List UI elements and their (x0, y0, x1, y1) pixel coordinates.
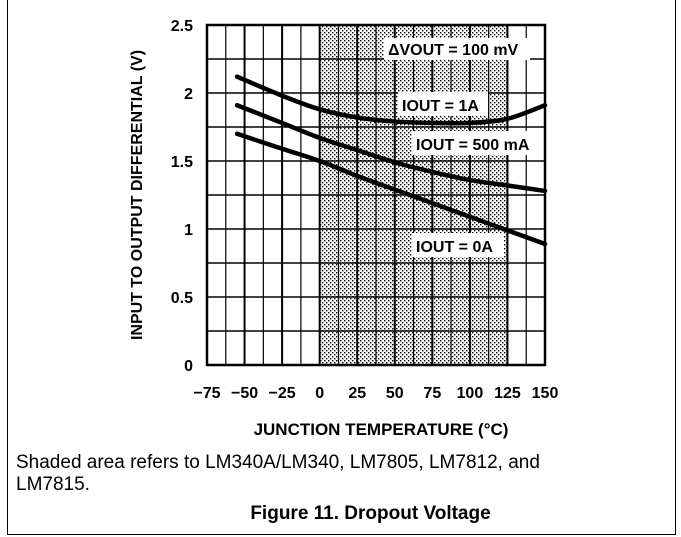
annotation-delta-vout: ΔVOUT = 100 mV (388, 42, 519, 59)
y-tick-label: 1 (184, 222, 193, 239)
y-tick-label: 1.5 (171, 154, 193, 171)
x-tick-label: −75 (193, 385, 220, 402)
series-label-1a: IOUT = 1A (402, 98, 479, 115)
figure-frame (7, 0, 676, 535)
y-axis-label: INPUT TO OUTPUT DIFFERENTIAL (V) (129, 50, 146, 340)
series-line-2 (234, 102, 548, 194)
caption: Shaded area refers to LM340A/LM340, LM78… (16, 452, 540, 495)
series-label-1a-bg (398, 92, 488, 116)
series-line-3 (234, 131, 548, 247)
y-tick-label: 2 (184, 86, 193, 103)
x-tick-label: −50 (231, 385, 258, 402)
y-tick-label: 0.5 (171, 290, 193, 307)
x-tick-label: 75 (423, 385, 441, 402)
series-label-0a: IOUT = 0A (416, 239, 493, 256)
plot-border (205, 23, 547, 367)
x-tick-label: 150 (532, 385, 559, 402)
annotation-delta-vout-bg (384, 38, 530, 60)
dropout-voltage-chart: ΔVOUT = 100 mV IOUT = 1A IOUT = 500 mA IOUT… (129, 18, 559, 439)
series-line-1 (234, 74, 548, 126)
figure-title: Figure 11. Dropout Voltage (250, 503, 491, 524)
x-tick-label: 125 (494, 385, 521, 402)
x-tick-label: 25 (348, 385, 366, 402)
y-tick-label: 0 (184, 358, 193, 375)
x-tick-label: 0 (315, 385, 324, 402)
x-tick-label: 50 (386, 385, 404, 402)
x-axis-label: JUNCTION TEMPERATURE (°C) (254, 420, 509, 439)
x-tick-label: −25 (269, 385, 296, 402)
series-label-0a-bg (412, 233, 504, 257)
x-tick-label: 100 (457, 385, 484, 402)
y-tick-label: 2.5 (171, 18, 193, 35)
chart-svg: ΔVOUT = 100 mV IOUT = 1A IOUT = 500 mA IOUT… (129, 18, 559, 439)
series-label-500ma: IOUT = 500 mA (416, 137, 530, 154)
series-label-500ma-bg (412, 131, 540, 155)
